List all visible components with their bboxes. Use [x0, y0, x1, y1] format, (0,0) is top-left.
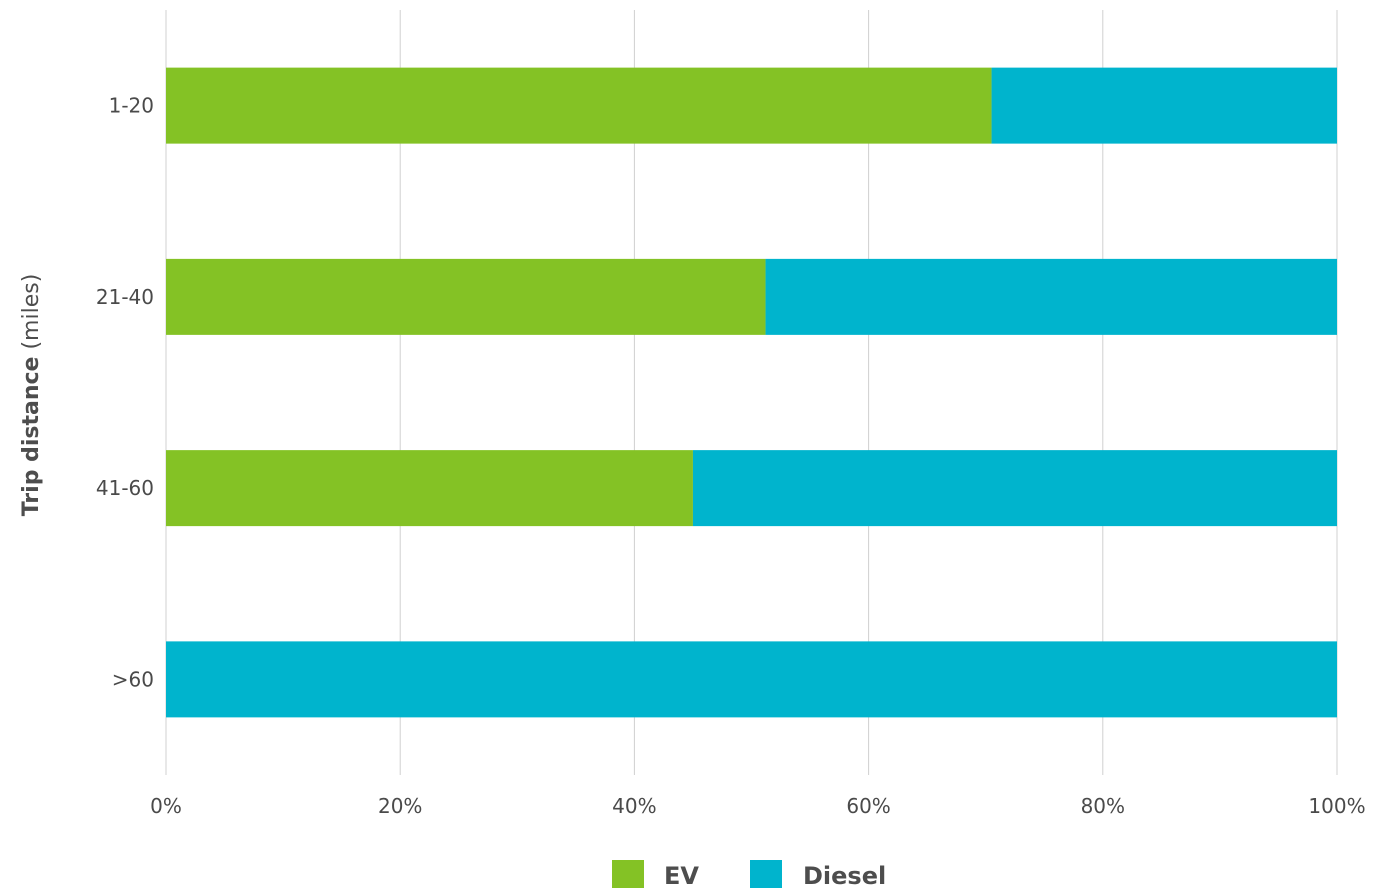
bar-ev: [166, 450, 693, 527]
legend-label-ev: EV: [664, 862, 699, 890]
bars: [166, 67, 1337, 718]
y-axis-title: Trip distance (miles): [19, 274, 44, 517]
legend: EV Diesel: [612, 860, 886, 890]
x-axis-ticks: 0% 20% 40% 60% 80% 100%: [150, 794, 1365, 818]
legend-label-diesel: Diesel: [803, 862, 886, 890]
x-tick-label: 80%: [1081, 794, 1125, 818]
x-tick-label: 40%: [612, 794, 656, 818]
y-tick-label: >60: [112, 667, 154, 691]
y-tick-label: 1-20: [109, 94, 154, 118]
y-tick-label: 21-40: [96, 285, 154, 309]
x-tick-label: 100%: [1308, 794, 1365, 818]
y-axis-title-unit: (miles): [19, 274, 44, 357]
y-axis-ticks: 1-20 21-40 41-60 >60: [96, 94, 154, 692]
x-tick-label: 0%: [150, 794, 182, 818]
x-tick-label: 20%: [378, 794, 422, 818]
bar-diesel: [166, 641, 1337, 718]
bar-diesel: [765, 258, 1337, 335]
bar-diesel: [692, 450, 1337, 527]
x-tick-label: 60%: [846, 794, 890, 818]
y-tick-label: 41-60: [96, 476, 154, 500]
bar-ev: [166, 67, 992, 144]
y-axis-title-bold: Trip distance: [19, 357, 44, 517]
bar-ev: [166, 258, 766, 335]
legend-swatch-diesel: [750, 860, 782, 888]
legend-swatch-ev: [612, 860, 644, 888]
bar-diesel: [991, 67, 1337, 144]
